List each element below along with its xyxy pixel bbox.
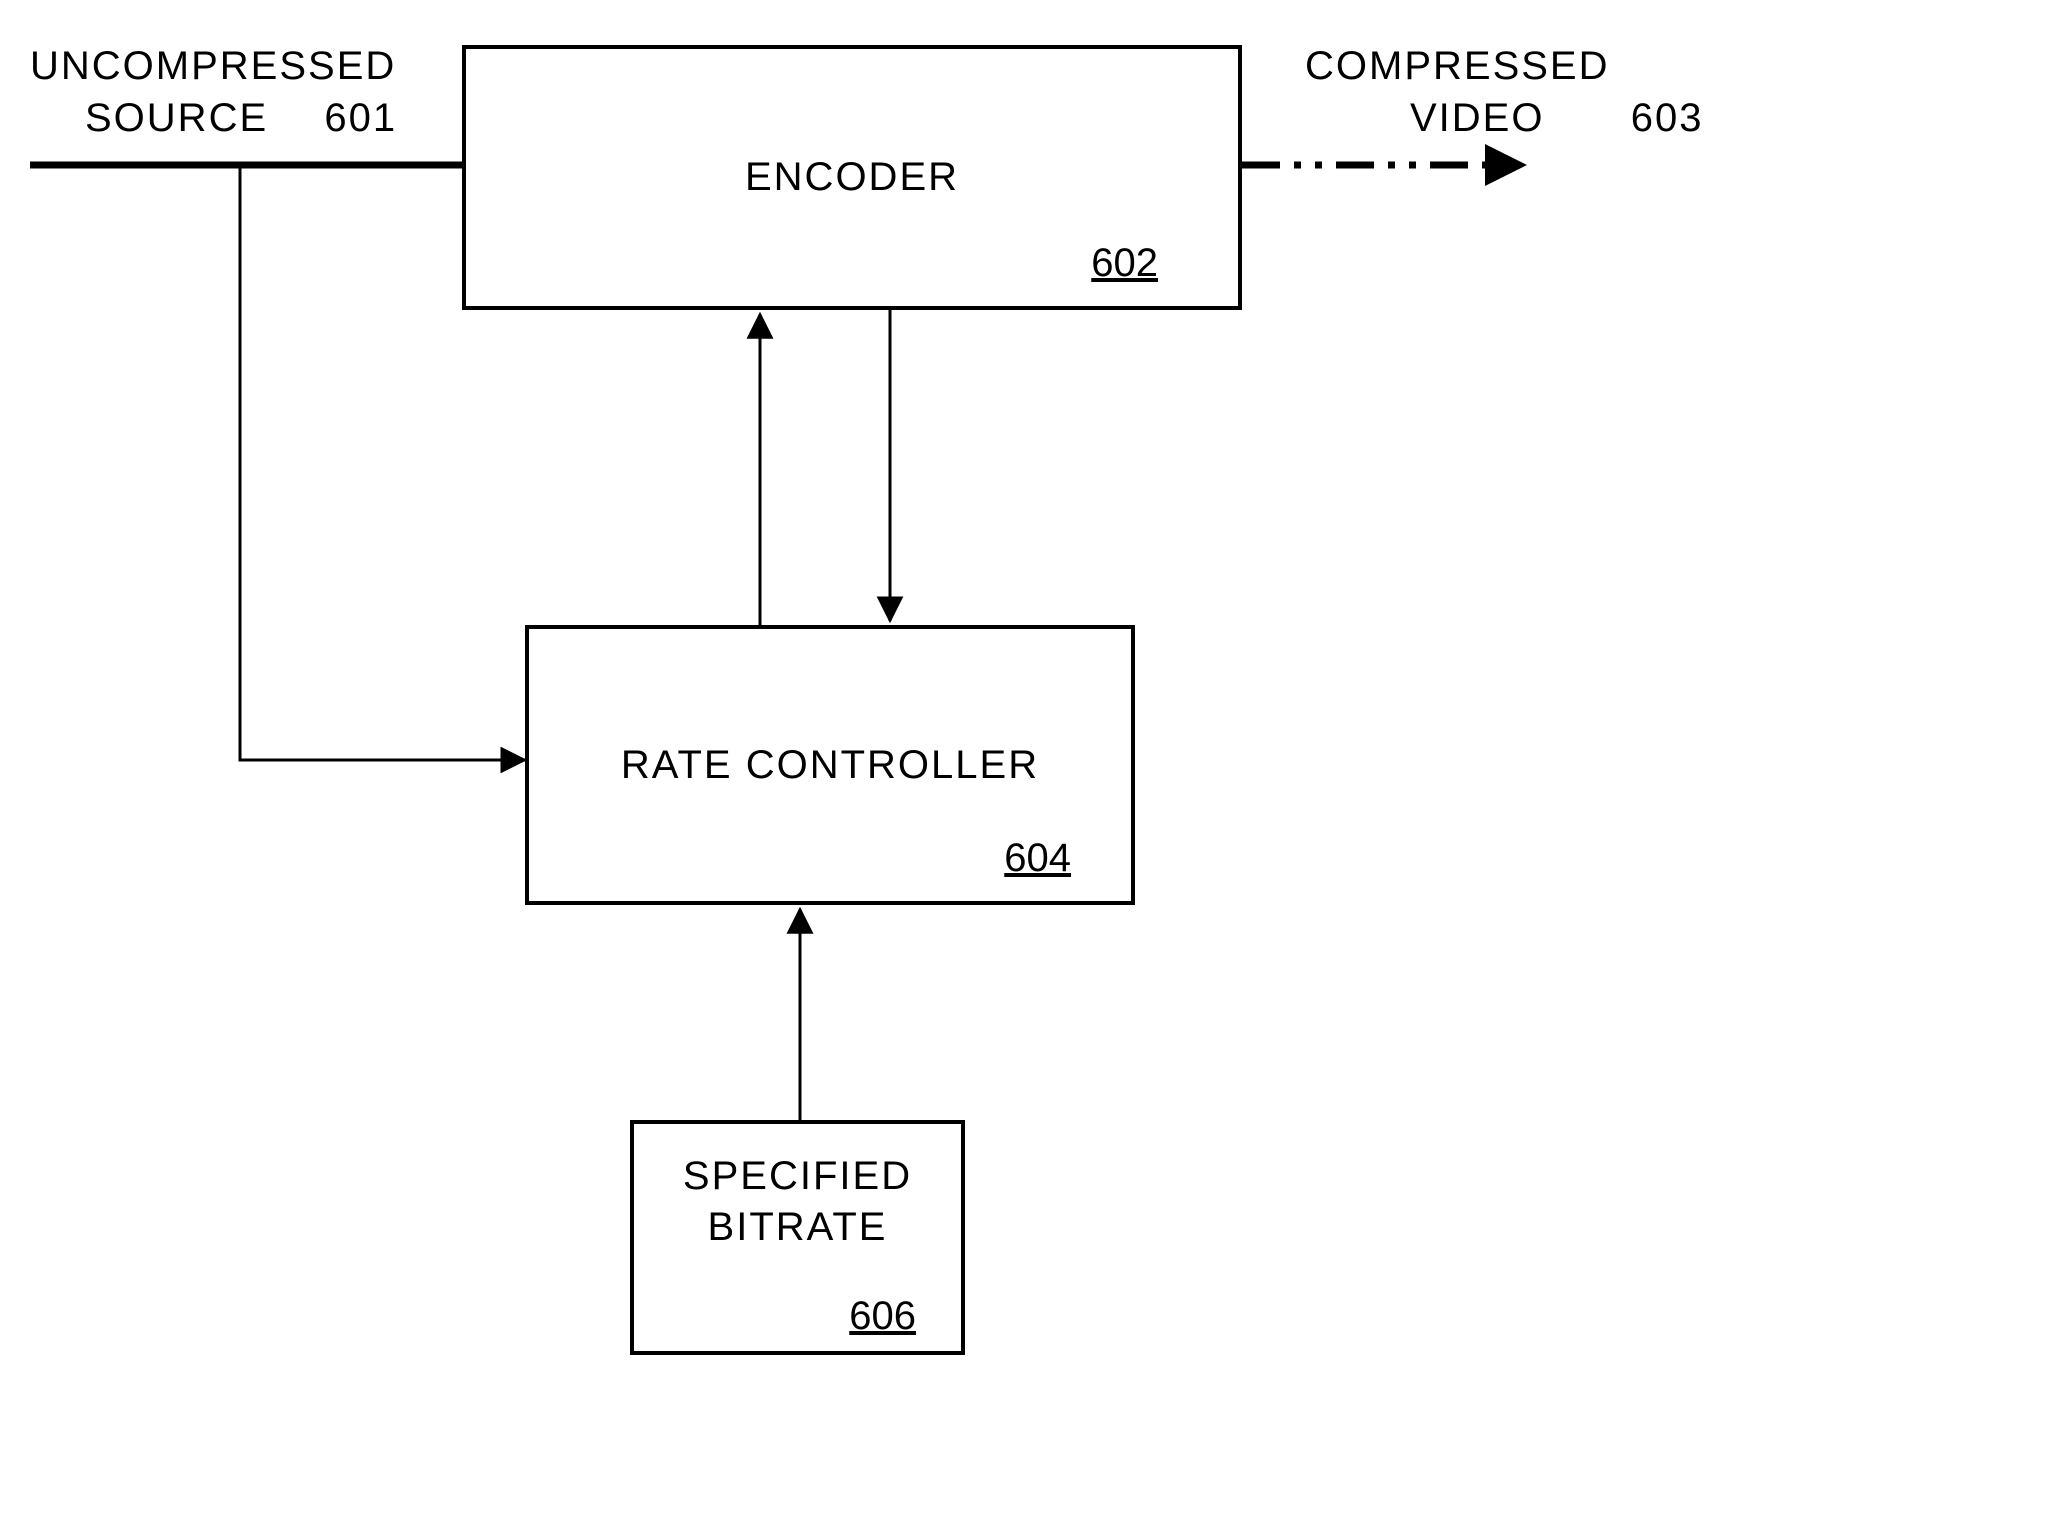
tap-to-rc-arrow <box>240 165 525 760</box>
connectors-svg <box>0 0 2071 1530</box>
block-diagram: ENCODER 602 RATE CONTROLLER 604 SPECIFIE… <box>0 0 2071 1530</box>
